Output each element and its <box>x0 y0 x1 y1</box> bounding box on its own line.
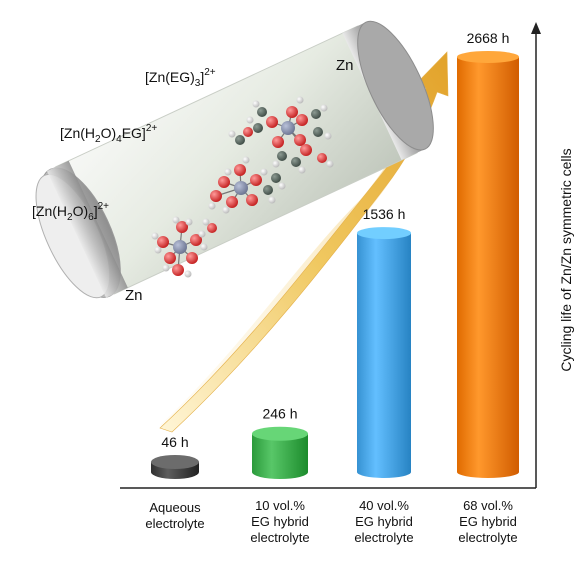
atom-red <box>246 194 258 206</box>
atom-red <box>294 134 306 146</box>
category-label: Aqueous electrolyte <box>145 500 205 531</box>
zn-label-bottom: Zn <box>125 287 143 304</box>
atom-white <box>200 243 208 251</box>
electrolyte-illustration <box>35 20 434 299</box>
atom-red <box>286 106 298 118</box>
atom-red <box>210 190 222 202</box>
solvation-molecules <box>151 96 334 278</box>
atom-white <box>184 270 192 278</box>
y-axis-label: Cycling life of Zn/Zn symmetric cells <box>558 148 574 371</box>
ion-label-zn-h2o4eg: [Zn(H2O)4EG]2+ <box>60 123 157 145</box>
atom-red <box>300 144 312 156</box>
atom-dark <box>313 127 323 137</box>
atom-red <box>234 164 246 176</box>
atom-white <box>208 202 216 210</box>
atom-white <box>252 100 260 108</box>
atom-white <box>246 116 254 124</box>
ion-label-zn-h2o6: [Zn(H2O)6]2+ <box>32 201 109 223</box>
bar-value-label: 1536 h <box>363 206 406 222</box>
atom-dark <box>235 135 245 145</box>
atom-dark <box>253 123 263 133</box>
atom-red <box>190 234 202 246</box>
atom-red <box>218 176 230 188</box>
bar-top-cap <box>357 227 411 240</box>
atom-white <box>162 264 170 272</box>
bar-top-cap <box>252 426 308 441</box>
y-axis-arrowhead <box>531 22 541 34</box>
atom-white <box>228 130 236 138</box>
atom-red <box>172 264 184 276</box>
atom-white <box>326 160 334 168</box>
atom-white <box>202 218 210 226</box>
atom-gray <box>234 181 248 195</box>
atom-white <box>298 166 306 174</box>
bar-top-cap <box>151 455 199 469</box>
zn-label-top: Zn <box>336 57 354 74</box>
atom-white <box>324 132 332 140</box>
atom-white <box>278 182 286 190</box>
atom-red <box>317 153 327 163</box>
atom-white <box>268 196 276 204</box>
atom-dark <box>271 173 281 183</box>
zn-electrode-top-cap <box>357 20 434 151</box>
atom-white <box>172 216 180 224</box>
atom-dark <box>277 151 287 161</box>
trend-arrow <box>159 51 449 433</box>
atom-red <box>207 223 217 233</box>
bar-body <box>252 433 308 479</box>
atom-red <box>243 127 253 137</box>
atom-red <box>176 221 188 233</box>
atom-dark <box>263 185 273 195</box>
atom-red <box>250 174 262 186</box>
category-label: 40 vol.% EG hybrid electrolyte <box>354 498 414 545</box>
category-label: 10 vol.% EG hybrid electrolyte <box>250 498 310 545</box>
atom-white <box>224 168 232 176</box>
atom-white <box>198 230 206 238</box>
atom-red <box>272 136 284 148</box>
bar-value-label: 246 h <box>262 406 297 422</box>
category-label: 68 vol.% EG hybrid electrolyte <box>458 498 518 545</box>
atom-red <box>186 252 198 264</box>
bar-value-label: 46 h <box>161 434 188 450</box>
ion-label-zn-eg3: [Zn(EG)3]2+ <box>145 67 216 89</box>
atom-white <box>154 246 162 254</box>
bar-body <box>357 233 411 478</box>
atom-gray <box>173 240 187 254</box>
atom-white <box>320 104 328 112</box>
zn-electrode-bottom-band <box>46 160 128 298</box>
bar-value-label: 2668 h <box>467 30 510 46</box>
bar-body <box>457 56 519 478</box>
atom-white <box>296 96 304 104</box>
bars-group: 46 h 246 h 1536 h 2668 h <box>151 30 519 479</box>
atom-red <box>296 114 308 126</box>
atom-dark <box>291 157 301 167</box>
atom-dark <box>311 109 321 119</box>
atom-white <box>222 206 230 214</box>
atom-white <box>185 218 193 226</box>
atom-gray <box>281 121 295 135</box>
atom-red <box>266 116 278 128</box>
atom-white <box>151 232 159 240</box>
atom-red <box>226 196 238 208</box>
atom-red <box>157 236 169 248</box>
atom-dark <box>257 107 267 117</box>
atom-white <box>272 160 280 168</box>
atom-white <box>260 168 268 176</box>
bar-top-cap <box>457 50 519 63</box>
atom-white <box>242 156 250 164</box>
atom-red <box>164 252 176 264</box>
